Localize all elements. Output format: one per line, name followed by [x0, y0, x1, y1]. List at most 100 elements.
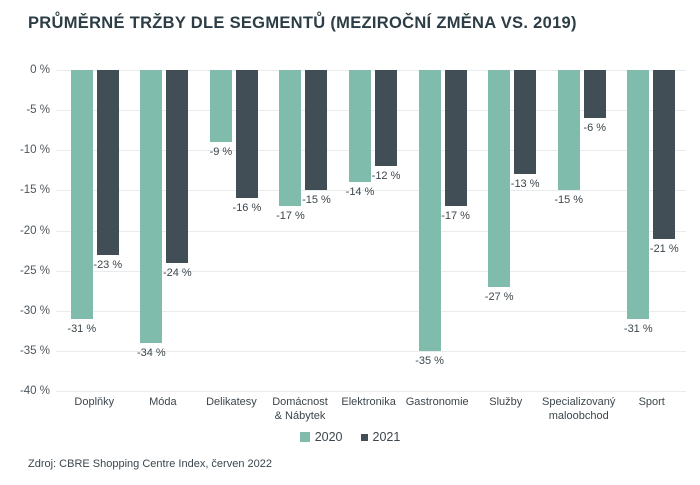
bar-value-label: -17 % [276, 210, 305, 223]
bar-groups: -31 % -23 % -34 % -24 % -9 % -16 % -17 % -15 % -… [60, 70, 686, 391]
bar-2021-2 [235, 70, 258, 199]
bar-group: -9 % -16 % [199, 70, 269, 391]
bar-slot-2020: -9 % [209, 70, 232, 158]
bar-value-label: -15 % [554, 194, 584, 207]
bar-value-label: -9 % [209, 146, 233, 159]
x-category-label: Móda [149, 396, 177, 408]
chart-title: PRŮMĚRNÉ TRŽBY DLE SEGMENTŮ (MEZIROČNÍ Z… [28, 14, 577, 32]
y-tick-label: -35 % [19, 344, 50, 357]
bar-slot-2020: -34 % [137, 70, 166, 359]
bar-2021-5 [444, 70, 467, 207]
bar-2020-4 [349, 70, 372, 183]
bar-group: -14 % -12 % [338, 70, 408, 391]
legend-item-2020: 2020 [299, 430, 343, 444]
bar-value-label: -14 % [345, 186, 375, 199]
bar-slot-2021: -15 % [302, 70, 331, 206]
bar-slot-2021: -13 % [511, 70, 540, 190]
bar-2020-5 [418, 70, 441, 351]
bar-2020-3 [279, 70, 302, 207]
bar-slot-2020: -15 % [554, 70, 583, 206]
source-credit: Zdroj: CBRE Shopping Centre Index, červe… [28, 458, 272, 470]
y-tick-label: -10 % [19, 144, 50, 157]
bar-group: -35 % -17 % [408, 70, 478, 391]
bar-group: -15 % -6 % [547, 70, 617, 391]
bar-slot-2021: -24 % [163, 70, 192, 279]
x-category-label: Gastronomie [405, 396, 469, 408]
bar-group: -31 % -23 % [60, 70, 130, 391]
bar-slot-2020: -14 % [346, 70, 374, 198]
bar-group: -34 % -24 % [130, 70, 200, 391]
y-tick-label: -5 % [26, 104, 50, 117]
bar-slot-2020: -17 % [276, 70, 305, 222]
y-axis-labels: 0 % -5 % -10 % -15 % -20 % -25 % -30 % -35 % -40… [0, 64, 54, 397]
bar-2020-6 [488, 70, 511, 287]
bar-value-label: -6 % [583, 122, 607, 135]
bar-2021-3 [305, 70, 328, 191]
legend-label-2020: 2020 [314, 430, 343, 444]
y-tick-label: 0 % [30, 64, 50, 76]
bar-value-label: -16 % [232, 202, 262, 215]
x-category-label: Sport [638, 396, 665, 408]
bar-slot-2021: -17 % [441, 70, 470, 222]
bar-value-label: -17 % [441, 210, 470, 223]
x-category-label: Služby [489, 396, 523, 408]
bar-value-label: -23 % [93, 258, 123, 271]
bar-slot-2021: -23 % [93, 70, 122, 271]
gridline [56, 190, 686, 192]
bar-group: -17 % -15 % [269, 70, 339, 391]
y-tick-label: -20 % [19, 224, 50, 237]
bar-slot-2020: -27 % [485, 70, 514, 303]
x-axis-labels: Doplňky Móda Delikatesy Domácnost & Nábytek… [60, 396, 686, 424]
bar-value-label: -15 % [302, 194, 331, 207]
bar-slot-2021: -16 % [233, 70, 261, 214]
bar-2020-1 [140, 70, 163, 343]
bar-group: -27 % -13 % [477, 70, 547, 391]
gridline [56, 310, 686, 312]
bar-slot-2021: -12 % [372, 70, 400, 182]
bar-2021-0 [96, 70, 119, 255]
x-category-label: Domácnost & Nábytek [272, 396, 328, 422]
y-tick-label: -25 % [19, 264, 50, 277]
bar-value-label: -35 % [415, 354, 444, 367]
bar-value-label: -34 % [136, 346, 166, 359]
bar-group: -31 % -21 % [617, 70, 687, 391]
bar-value-label: -13 % [510, 178, 540, 191]
plot-area: -31 % -23 % -34 % -24 % -9 % -16 % -17 % -15 % -… [56, 70, 686, 392]
gridline [56, 391, 686, 392]
bar-2021-6 [514, 70, 537, 175]
gridline [56, 350, 686, 352]
bar-slot-2020: -31 % [67, 70, 96, 335]
bar-value-label: -31 % [623, 322, 653, 335]
x-category-label: Doplňky [74, 396, 115, 408]
bar-2020-2 [209, 70, 232, 143]
y-tick-label: -40 % [19, 385, 50, 397]
legend-item-2021: 2021 [360, 430, 401, 444]
bar-value-label: -27 % [484, 290, 514, 303]
bar-value-label: -21 % [649, 242, 679, 255]
bar-value-label: -12 % [371, 170, 401, 183]
gridline [56, 230, 686, 232]
bar-slot-2021: -21 % [650, 70, 679, 255]
bar-value-label: -24 % [162, 266, 192, 279]
bar-2021-4 [375, 70, 398, 167]
bar-2020-8 [627, 70, 650, 319]
bar-2021-8 [653, 70, 676, 239]
bar-2021-1 [166, 70, 189, 263]
legend-swatch-2020 [299, 432, 310, 442]
x-category-label: Elektronika [341, 396, 396, 408]
x-category-label: Delikatesy [206, 396, 257, 408]
bar-2020-0 [70, 70, 93, 319]
gridline [56, 270, 686, 272]
bar-slot-2020: -31 % [624, 70, 653, 335]
bar-slot-2020: -35 % [415, 70, 444, 367]
bar-slot-2021: -6 % [583, 70, 606, 134]
bar-2020-7 [557, 70, 580, 191]
legend-label-2021: 2021 [372, 430, 401, 444]
x-category-label: Specializovaný maloobchod [542, 396, 616, 422]
legend-swatch-2021 [360, 433, 368, 441]
bar-value-label: -31 % [67, 322, 97, 335]
y-tick-label: -15 % [19, 184, 50, 197]
legend: 2020 2021 [0, 430, 700, 444]
y-tick-label: -30 % [19, 304, 50, 317]
